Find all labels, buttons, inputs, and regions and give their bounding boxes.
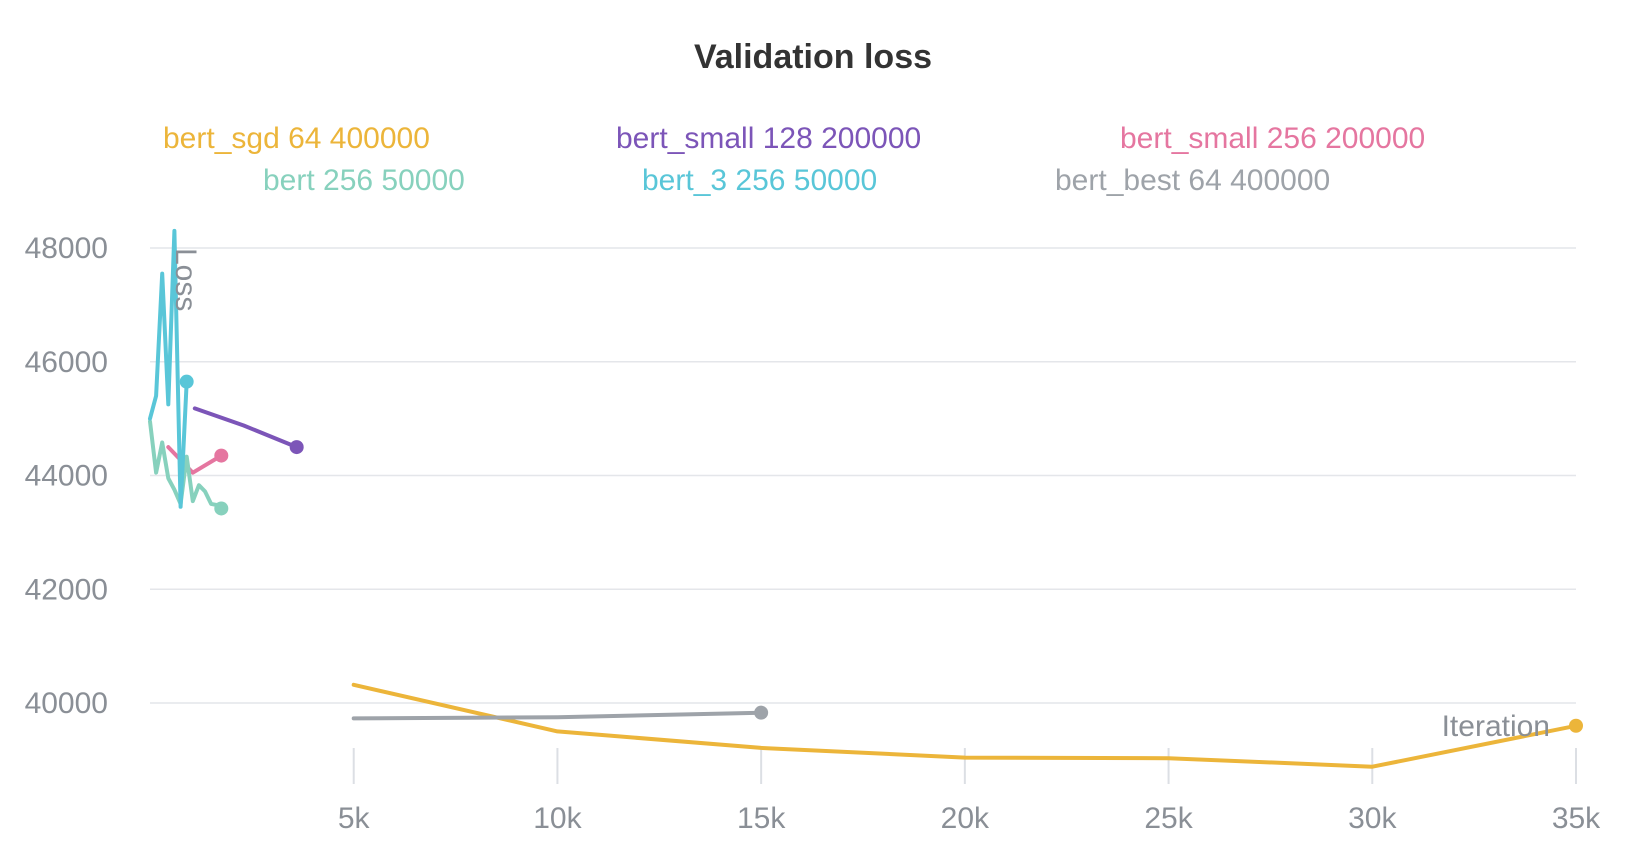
x-tick-label: 5k [338,802,371,835]
x-tick-label: 35k [1552,802,1601,835]
series-end-point [214,448,229,463]
grid [150,247,1576,704]
legend: bert_sgd 64 400000 bert_small 128 200000 b… [163,122,1425,197]
series-line [351,710,764,721]
legend-item: bert_3 256 50000 [642,164,877,197]
series-end-point [289,440,304,455]
y-tick-label: 42000 [25,573,108,606]
series-end-point [179,374,194,389]
legend-item: bert_sgd 64 400000 [163,122,430,155]
series-end-point [214,501,229,516]
legend-item: bert_best 64 400000 [1055,164,1330,197]
series-line [148,419,224,511]
series-line [351,682,1578,769]
x-tick-label: 15k [737,802,786,835]
y-tick-label: 48000 [25,232,108,265]
series-line [148,228,189,509]
y-tick-label: 46000 [25,346,108,379]
legend-item: bert_small 128 200000 [616,122,921,155]
y-axis: 40000 42000 44000 46000 48000 [25,232,108,720]
x-tick-label: 10k [533,802,582,835]
x-axis: 5k 10k 15k 20k 25k 30k 35k [338,748,1601,835]
series-line [166,445,224,475]
x-tick-label: 20k [941,802,990,835]
y-tick-label: 40000 [25,687,108,720]
series-line [192,406,299,450]
x-tick-label: 30k [1348,802,1397,835]
x-tick-label: 25k [1144,802,1193,835]
series-end-point [754,705,769,720]
y-tick-label: 44000 [25,460,108,493]
chart-title: Validation loss [694,38,932,76]
series-group [148,228,1583,769]
legend-item: bert 256 50000 [263,164,465,197]
x-axis-label: Iteration [1442,710,1550,743]
y-axis-label: Loss [169,248,202,311]
legend-item: bert_small 256 200000 [1120,122,1425,155]
series-end-point [1569,718,1583,733]
